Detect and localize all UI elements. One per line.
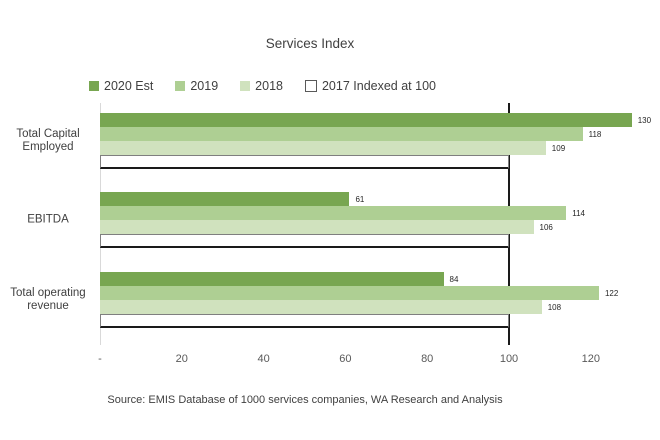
legend-label: 2020 Est [104,79,154,93]
legend-item-2019: 2019 [175,79,218,93]
bar-2019-cat2 [100,286,599,300]
chart-title: Services Index [265,36,355,51]
bar-2017-cat1 [100,234,509,248]
bar-value-label: 108 [547,303,562,312]
plot-area: 130 118 109 61 114 106 84 122 108 - 20 40 60 80 100 12… [98,103,660,365]
bar-value-label: 61 [355,195,365,204]
legend-swatch-icon [175,81,186,91]
legend-label: 2018 [255,79,283,93]
bar-value-label: 109 [551,144,566,153]
bar-2020-cat1 [100,192,350,206]
bar-2019-cat0 [100,127,583,141]
bar-2020-cat0 [100,113,632,127]
legend-label: 2019 [190,79,219,93]
bar-2018-cat0 [100,141,546,155]
legend-swatch-icon [304,80,317,92]
bar-value-label: 106 [539,223,553,232]
source-note: Source: EMIS Database of 1000 services c… [107,394,503,406]
legend-swatch-icon [240,81,251,91]
legend-item-2018: 2018 [240,79,283,93]
x-tick-100: 100 [499,353,519,365]
category-label-0: Total Capital Employed [16,128,80,153]
legend: 2020 Est 2019 2018 2017 Indexed at 100 [0,79,525,93]
x-tick-80: 80 [421,353,434,365]
bar-2020-cat2 [100,272,444,286]
bar-value-label: 84 [449,275,459,284]
x-tick-40: 40 [257,353,270,365]
bar-2018-cat1 [100,220,534,234]
category-label-1: EBITDA [27,213,69,226]
category-label-2: Total operating revenue [10,287,86,312]
x-tick-120: 120 [581,353,600,365]
bar-value-label: 118 [588,130,602,139]
legend-swatch-icon [89,81,100,91]
legend-label: 2017 Indexed at 100 [321,79,436,93]
x-tick--: - [98,353,102,365]
legend-item-2020-est: 2020 Est [89,79,153,93]
bar-value-label: 122 [604,289,619,298]
bar-2018-cat2 [100,300,542,314]
x-tick-20: 20 [175,353,188,365]
x-tick-60: 60 [339,353,352,365]
bar-2017-cat2 [100,314,509,328]
bar-2017-cat0 [100,155,509,169]
bar-2019-cat1 [100,206,567,220]
bar-value-label: 114 [572,209,586,218]
bar-value-label: 130 [637,116,652,125]
legend-item-2017-indexed-at-100: 2017 Indexed at 100 [304,79,436,93]
